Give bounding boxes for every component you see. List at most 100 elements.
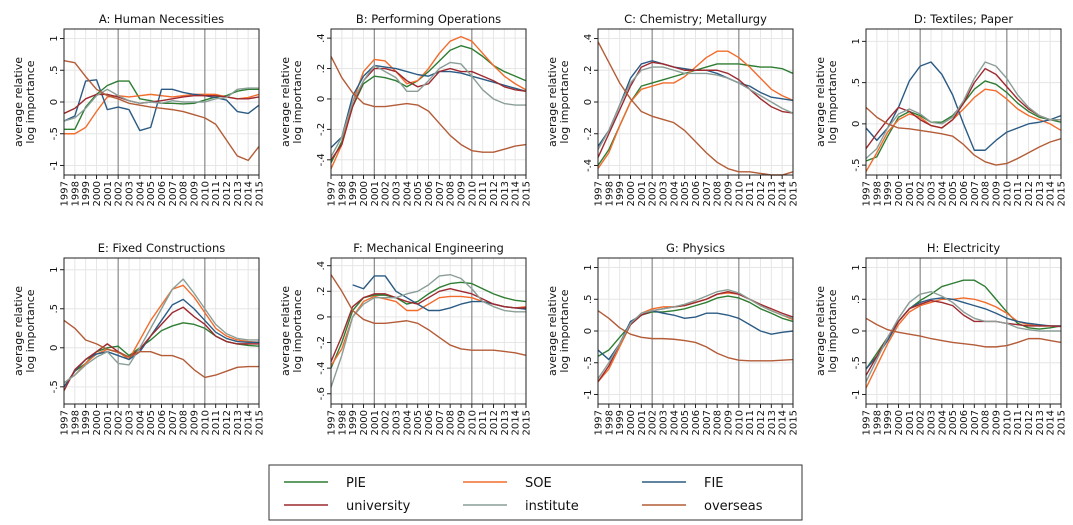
x-tick-label: 2013 (1035, 181, 1046, 206)
y-tick-label: .2 (316, 64, 327, 74)
y-axis-label: average relative (279, 57, 292, 147)
y-tick-label: -.5 (851, 159, 862, 172)
series-line-institute (865, 290, 1061, 383)
y-tick-label: -.6 (316, 387, 327, 400)
x-tick-label: 2010 (200, 181, 211, 206)
panel-title: C: Chemistry; Metallurgy (624, 12, 767, 26)
y-axis-label: average relative (12, 286, 25, 376)
y-axis-label: average relative (279, 286, 292, 376)
series-line-university (865, 299, 1062, 376)
series-line-fie (63, 298, 259, 388)
y-tick-label: 0 (316, 314, 327, 320)
series-line-institute (330, 273, 526, 388)
x-tick-label: 2000 (92, 410, 103, 435)
y-tick-label: -.5 (583, 356, 594, 369)
x-tick-label: 2009 (190, 410, 201, 435)
x-tick-label: 1999 (615, 181, 626, 206)
x-tick-label: 2003 (125, 181, 136, 206)
x-tick-label: 2002 (114, 181, 125, 206)
y-axis-label: log importance (24, 289, 37, 372)
x-tick-label: 2012 (1024, 410, 1035, 435)
x-tick-label: 2003 (659, 410, 670, 435)
panel-title: A: Human Necessities (99, 12, 224, 26)
x-tick-label: 2002 (114, 410, 125, 435)
y-axis-label: log importance (24, 60, 37, 143)
legend-label: PIE (346, 476, 366, 491)
x-tick-label: 2000 (626, 410, 637, 435)
x-tick-label: 2001 (370, 181, 381, 206)
x-tick-label: 2011 (211, 410, 222, 435)
x-tick-label: 2004 (402, 410, 413, 435)
x-tick-label: 2006 (959, 410, 970, 435)
x-tick-label: 2013 (767, 181, 778, 206)
x-tick-label: 2013 (767, 410, 778, 435)
x-tick-label: 2008 (446, 181, 457, 206)
x-tick-label: 1998 (872, 410, 883, 435)
y-tick-label: -.4 (583, 159, 594, 172)
series-line-overseas (330, 274, 527, 357)
series-line-university (865, 67, 1061, 150)
series-line-overseas (865, 317, 1062, 348)
x-tick-label: 2008 (713, 181, 724, 206)
x-tick-label: 1997 (60, 181, 71, 206)
y-tick-label: 1 (49, 35, 60, 41)
x-tick-label: 2008 (713, 410, 724, 435)
x-tick-label: 2001 (637, 410, 648, 435)
series-line-institute (63, 87, 259, 122)
x-tick-label: 2003 (392, 410, 403, 435)
x-tick-label: 2014 (244, 181, 255, 206)
x-tick-label: 2014 (1046, 181, 1057, 206)
x-tick-label: 2015 (1057, 410, 1068, 435)
x-tick-label: 2004 (937, 410, 948, 435)
y-tick-label: 0 (49, 345, 60, 351)
x-tick-label: 2006 (691, 410, 702, 435)
x-tick-label: 1998 (70, 410, 81, 435)
x-tick-label: 2015 (255, 410, 266, 435)
legend-label: overseas (704, 499, 763, 514)
x-tick-label: 2012 (756, 410, 767, 435)
y-tick-label: -.2 (316, 123, 327, 136)
x-tick-label: 2005 (146, 410, 157, 435)
y-tick-label: 0 (851, 121, 862, 127)
x-tick-label: 1999 (81, 181, 92, 206)
x-tick-label: 1998 (70, 181, 81, 206)
panel-title: H: Electricity (927, 241, 1000, 255)
x-tick-label: 2012 (756, 181, 767, 206)
x-tick-label: 2001 (103, 181, 114, 206)
y-tick-label: .4 (316, 33, 327, 43)
x-tick-label: 2006 (424, 410, 435, 435)
x-tick-label: 1998 (604, 410, 615, 435)
x-tick-label: 2011 (745, 410, 756, 435)
x-tick-label: 2014 (1046, 410, 1057, 435)
y-axis-label: average relative (546, 57, 559, 147)
panel-title: F: Mechanical Engineering (353, 241, 504, 255)
x-tick-label: 2002 (381, 181, 392, 206)
x-tick-label: 2002 (916, 181, 927, 206)
y-tick-label: 0 (583, 99, 594, 105)
y-axis-label: log importance (826, 289, 839, 372)
series-line-university (330, 288, 526, 363)
panel-title: D: Textiles; Paper (914, 12, 1013, 26)
legend-item-pie: PIE (284, 476, 366, 491)
legend-box (268, 464, 803, 521)
series-line-university (597, 61, 794, 158)
x-tick-label: 2011 (478, 410, 489, 435)
x-tick-label: 2014 (778, 410, 789, 435)
x-tick-label: 2011 (1013, 410, 1024, 435)
x-tick-label: 2012 (489, 181, 500, 206)
x-tick-label: 2005 (413, 181, 424, 206)
x-tick-label: 2004 (135, 410, 146, 435)
x-tick-label: 2012 (222, 181, 233, 206)
x-tick-label: 2001 (905, 181, 916, 206)
x-tick-label: 1999 (883, 181, 894, 206)
legend: PIE SOE FIE university institute overseas (268, 464, 803, 521)
x-tick-label: 2009 (992, 181, 1003, 206)
x-tick-label: 2008 (981, 410, 992, 435)
x-tick-label: 2009 (190, 181, 201, 206)
x-tick-label: 2008 (179, 410, 190, 435)
x-tick-label: 2015 (1057, 181, 1068, 206)
y-tick-label: 0 (49, 99, 60, 105)
